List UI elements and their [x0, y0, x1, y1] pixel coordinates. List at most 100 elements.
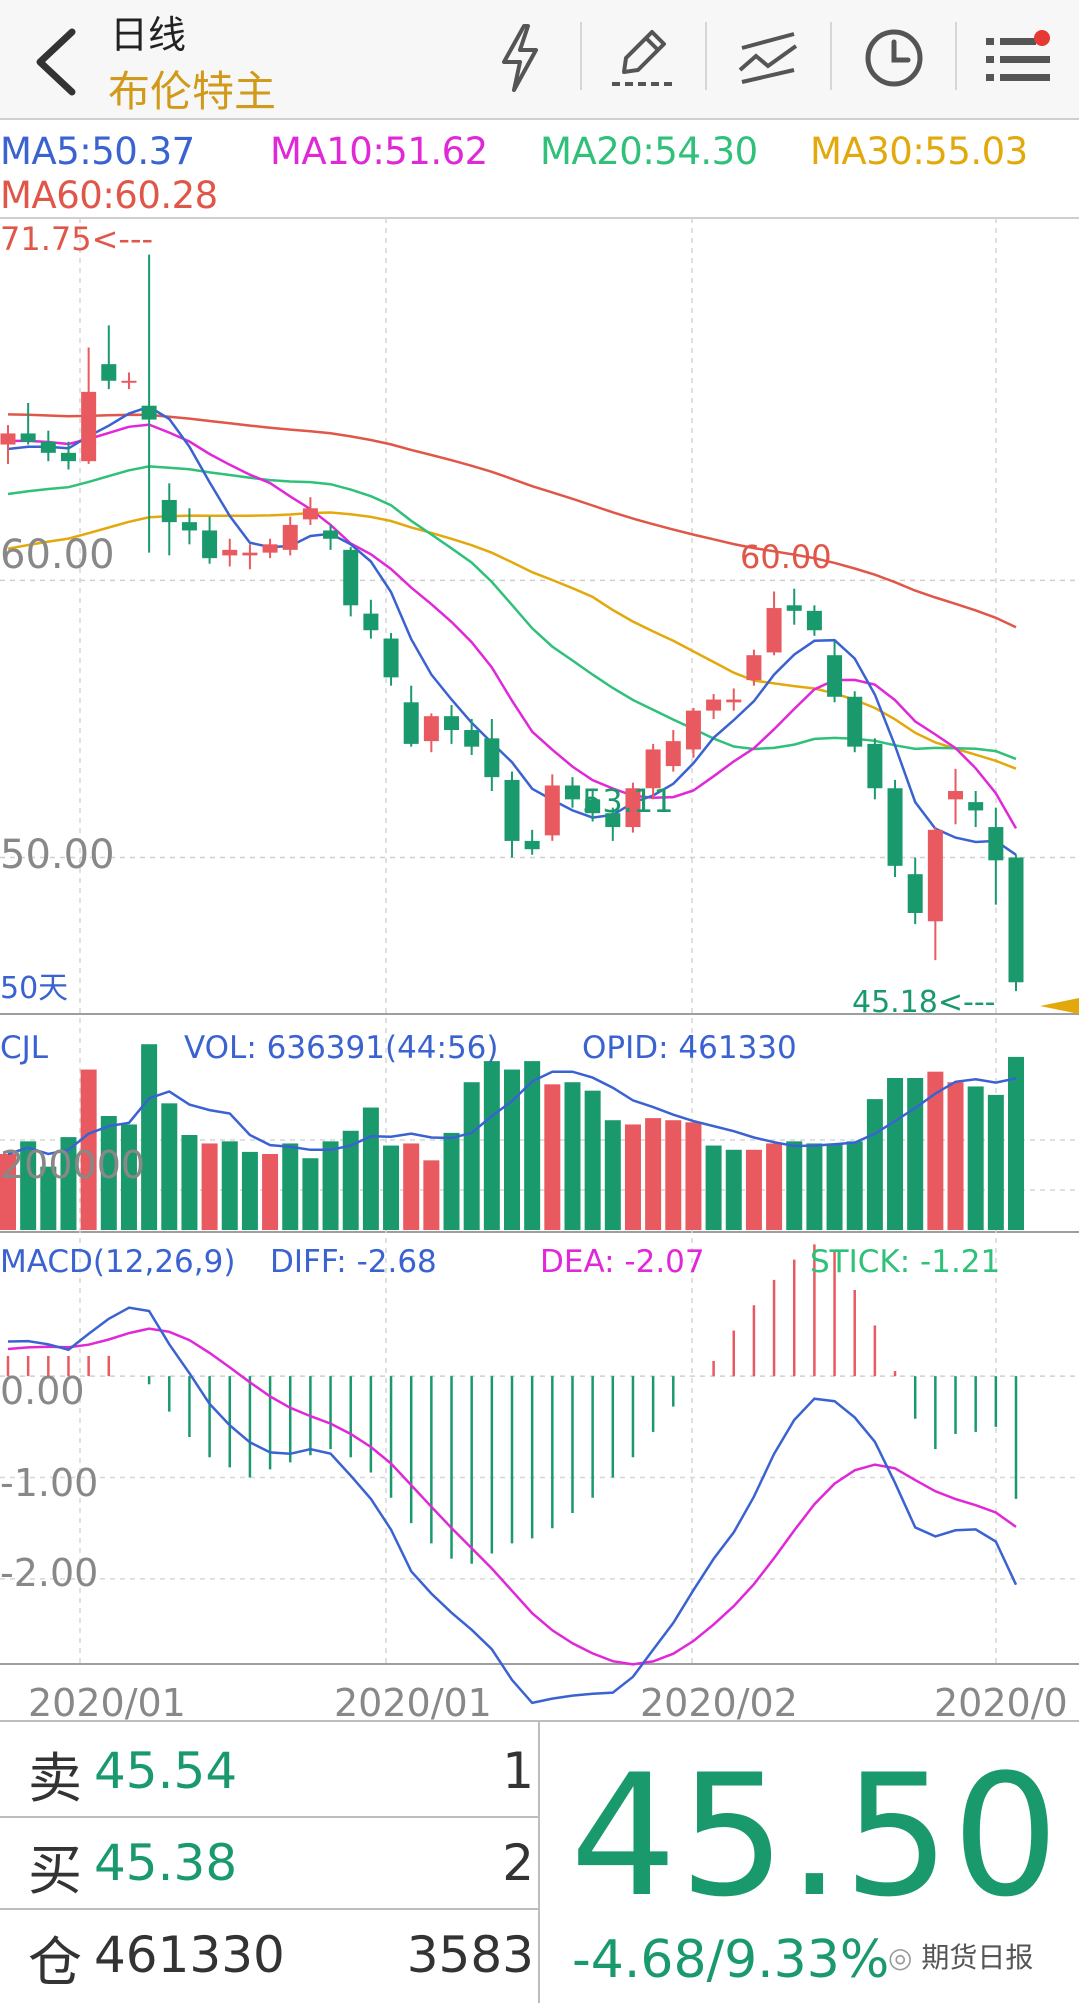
macd-y-tick-1: -1.00 — [0, 1461, 98, 1505]
candle-body — [685, 710, 701, 750]
period-label[interactable]: 日线 — [110, 13, 187, 57]
menu-list-icon[interactable] — [978, 18, 1058, 98]
volume-bar — [20, 1141, 37, 1230]
candle-body — [40, 441, 56, 453]
notification-dot — [1034, 30, 1050, 46]
macd-y-tick-2: -2.00 — [0, 1551, 98, 1595]
volume-bar — [745, 1149, 762, 1230]
oi-change: 3583 — [406, 1926, 534, 1984]
sell-label: 卖 — [28, 1747, 82, 1810]
volume-bar — [624, 1124, 641, 1230]
quote-panel — [0, 1720, 1079, 2003]
candle-body — [403, 702, 419, 744]
volume-bar — [423, 1160, 440, 1230]
volume-bar — [60, 1137, 77, 1230]
candle-body — [444, 716, 460, 731]
draw-pen-icon[interactable] — [604, 18, 684, 98]
oi-value: 461330 — [94, 1926, 285, 1984]
candle-body — [524, 840, 540, 850]
candle-body — [564, 785, 580, 800]
volume-bar — [141, 1044, 158, 1230]
contract-name[interactable]: 布伦特主 — [108, 67, 277, 116]
y-tick-60: 60.00 — [0, 532, 115, 578]
volume-bar — [262, 1154, 279, 1230]
candle-body — [302, 508, 318, 520]
ma5-label: MA5:50.37 — [0, 130, 195, 173]
volume-bar — [1008, 1056, 1024, 1230]
x-tick: 2020/01 — [28, 1681, 186, 1720]
volume-bar — [665, 1120, 682, 1230]
volume-bar — [927, 1071, 944, 1230]
sell-price: 45.54 — [94, 1742, 238, 1800]
candle-body — [383, 638, 399, 678]
indicator-lines-icon[interactable] — [728, 18, 808, 98]
stick-label: STICK: -1.21 — [810, 1244, 1000, 1280]
volume-bar — [967, 1086, 984, 1230]
sell-row[interactable]: 卖 45.54 1 — [0, 1724, 538, 1818]
ma20-line — [7, 465, 1017, 761]
flash-icon[interactable] — [480, 18, 560, 98]
volume-bar — [0, 1154, 16, 1230]
candle-body — [141, 405, 157, 420]
ma30-line — [7, 511, 1017, 770]
volume-bar — [362, 1107, 379, 1230]
watermark-text: 期货日报 — [921, 1941, 1034, 1974]
volume-bar — [866, 1099, 883, 1230]
candle-body — [363, 613, 379, 631]
chart-grid — [0, 217, 1079, 1665]
candle-body — [867, 743, 883, 789]
candle-body — [343, 549, 359, 606]
x-tick: 2020/0 — [934, 1681, 1068, 1720]
ma60-label: MA60:60.28 — [0, 174, 218, 217]
toolbar-divider — [580, 22, 582, 90]
last-price-arrow — [1040, 998, 1079, 1014]
watermark: ◎ 期货日报 — [888, 1936, 1033, 1976]
candle-body — [222, 549, 238, 556]
volume-bar — [201, 1143, 218, 1230]
candle-body — [423, 716, 439, 742]
wechat-icon: ◎ — [888, 1941, 922, 1974]
candle-body — [484, 738, 500, 778]
kline-chart[interactable]: 60.00 50.00 71.75<--- 60.00 53.11 45.18<… — [0, 0, 1079, 1720]
volume-bar — [705, 1145, 722, 1230]
candle-body — [282, 524, 298, 550]
candle-body — [1008, 857, 1024, 983]
candle-body — [746, 655, 762, 681]
mid-high-label: 60.00 — [740, 538, 832, 576]
toolbar-divider — [955, 22, 957, 90]
candle-body — [907, 874, 923, 913]
buy-qty: 2 — [502, 1834, 534, 1892]
oi-label: 仓 — [28, 1931, 82, 1994]
volume-bar — [161, 1103, 178, 1230]
candle-body — [887, 788, 903, 866]
clock-icon[interactable] — [854, 18, 934, 98]
open-interest-row: 仓 461330 3583 — [0, 1908, 538, 2000]
volume-bar — [383, 1145, 400, 1230]
candle-body — [20, 433, 36, 442]
mid-low-label: 53.11 — [582, 782, 674, 820]
volume-bar — [766, 1143, 783, 1230]
ma20-label: MA20:54.30 — [540, 130, 758, 173]
candle-body — [847, 696, 863, 747]
candle-body — [665, 741, 681, 767]
candle-body — [585, 799, 601, 814]
candle-body — [323, 530, 339, 539]
candle-body — [464, 730, 480, 747]
sell-qty: 1 — [502, 1742, 534, 1800]
candle-body — [504, 779, 520, 841]
volume-bar — [443, 1132, 460, 1230]
high-marker: 71.75<--- — [0, 220, 153, 258]
volume-bar — [181, 1135, 198, 1230]
dea-line — [7, 1327, 1017, 1666]
candle-body — [262, 544, 278, 553]
days-label: 50天 — [0, 971, 68, 1006]
candle-body — [726, 699, 742, 703]
buy-row[interactable]: 买 45.38 2 — [0, 1816, 538, 1910]
candle-body — [0, 433, 16, 445]
back-chevron-icon[interactable] — [22, 22, 92, 102]
y-tick-50: 50.00 — [0, 832, 115, 878]
volume-bar — [302, 1158, 319, 1230]
volume-bar — [907, 1078, 924, 1230]
volume-bar — [483, 1061, 500, 1230]
candle-body — [706, 699, 722, 711]
